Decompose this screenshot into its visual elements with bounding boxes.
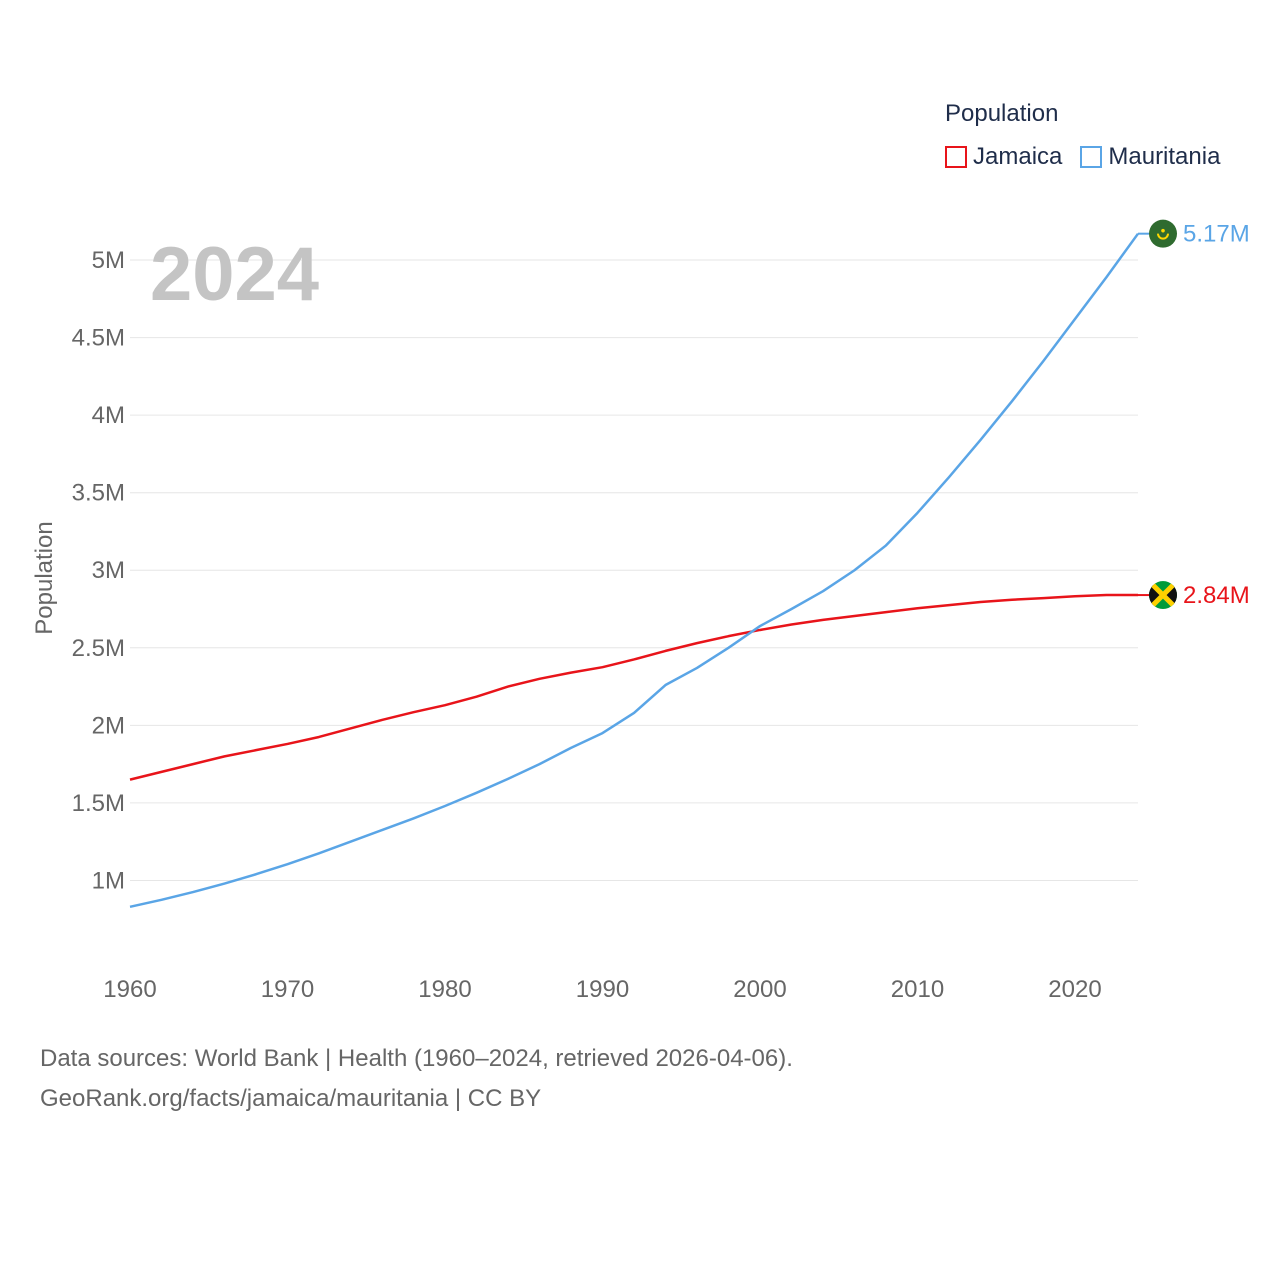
legend: Jamaica Mauritania xyxy=(945,143,1238,171)
x-tick-label: 1990 xyxy=(576,976,629,1003)
y-tick-label: 3M xyxy=(92,557,125,584)
end-value-label-jamaica: 2.84M xyxy=(1183,582,1250,609)
legend-item-mauritania[interactable]: Mauritania xyxy=(1080,143,1220,171)
series-lines xyxy=(129,232,1140,909)
end-labels: 2.84M 5.17M xyxy=(1138,219,1250,610)
y-tick-label: 1.5M xyxy=(72,790,125,817)
x-tick-label: 1980 xyxy=(418,976,471,1003)
y-tick-label: 3.5M xyxy=(72,480,125,507)
y-tick-label: 2.5M xyxy=(72,635,125,662)
jamaica-flag-icon xyxy=(1149,581,1177,610)
y-tick-label: 2M xyxy=(92,712,125,739)
footer-link[interactable]: GeoRank.org/facts/jamaica/mauritania | C… xyxy=(40,1085,542,1112)
legend-label-jamaica: Jamaica xyxy=(973,143,1063,170)
x-tick-label: 1960 xyxy=(103,976,156,1003)
legend-item-jamaica[interactable]: Jamaica xyxy=(945,143,1062,171)
x-axis-ticks: 1960 1970 1980 1990 2000 2010 2020 xyxy=(103,976,1101,1003)
grid-lines xyxy=(130,259,1138,881)
legend-label-mauritania: Mauritania xyxy=(1108,143,1221,170)
y-axis-label: Population xyxy=(31,521,58,634)
y-tick-label: 5M xyxy=(92,247,125,274)
x-tick-label: 2010 xyxy=(891,976,944,1003)
legend-title: Population xyxy=(945,100,1059,127)
y-tick-label: 1M xyxy=(92,867,125,894)
y-tick-label: 4.5M xyxy=(72,325,125,352)
year-label: 2024 xyxy=(150,232,319,317)
x-tick-label: 2020 xyxy=(1048,976,1101,1003)
legend-swatch-jamaica xyxy=(945,146,967,168)
y-axis-ticks: 1M 1.5M 2M 2.5M 3M 3.5M 4M 4.5M 5M xyxy=(72,247,125,894)
x-tick-label: 2000 xyxy=(733,976,786,1003)
y-tick-label: 4M xyxy=(92,402,125,429)
series-line-mauritania[interactable] xyxy=(129,232,1140,909)
series-line-jamaica[interactable] xyxy=(129,593,1138,781)
footer-sources: Data sources: World Bank | Health (1960–… xyxy=(40,1045,793,1072)
end-value-label-mauritania: 5.17M xyxy=(1183,221,1250,248)
mauritania-flag-icon xyxy=(1149,219,1177,248)
x-tick-label: 1970 xyxy=(261,976,314,1003)
legend-swatch-mauritania xyxy=(1080,146,1103,168)
